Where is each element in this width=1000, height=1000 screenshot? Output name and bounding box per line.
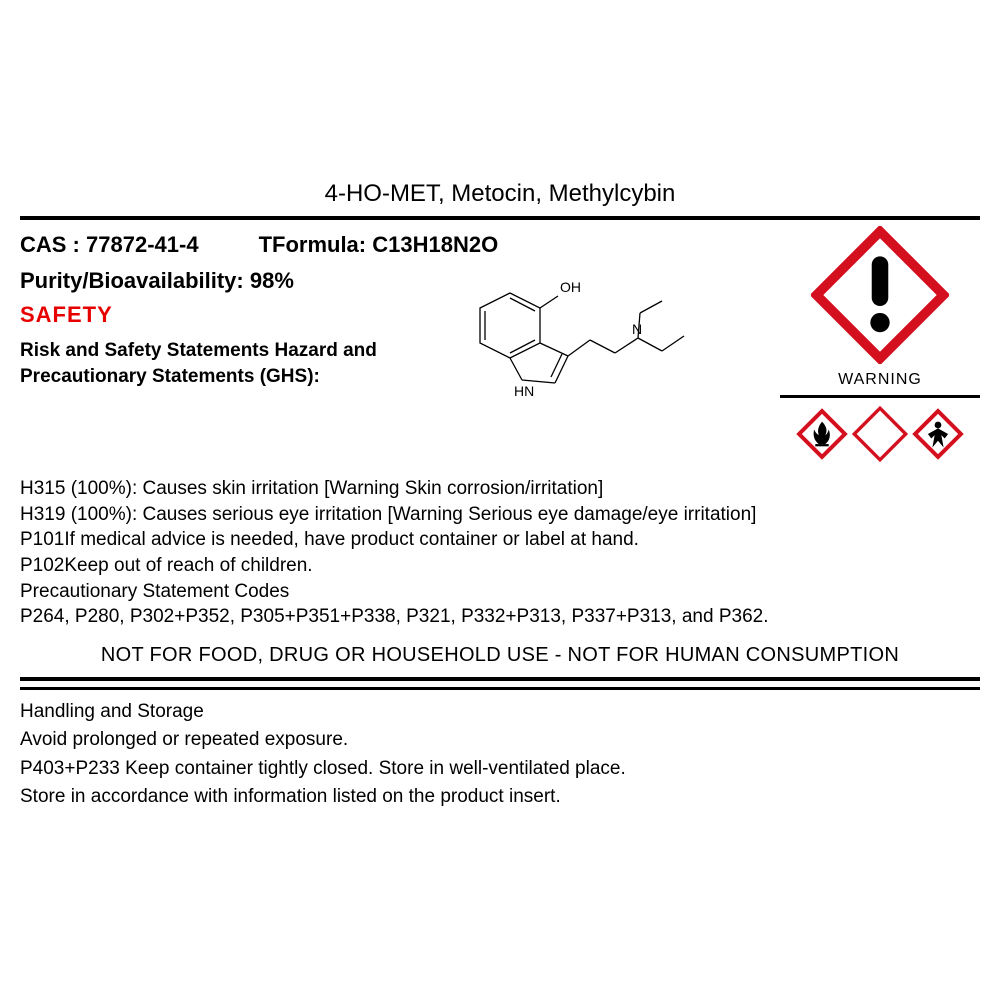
divider-right: [780, 395, 980, 398]
small-ghs-row: [780, 406, 980, 462]
ghs-health-hazard-icon: [910, 406, 966, 462]
formula-label: TFormula:: [259, 232, 367, 257]
hazard-statements: H315 (100%): Causes skin irritation [War…: [20, 476, 980, 630]
ghs-flame-icon: [794, 406, 850, 462]
divider-top: [20, 216, 980, 220]
cas-block: CAS : 77872-41-4: [20, 232, 199, 258]
handling-line: P403+P233 Keep container tightly closed.…: [20, 755, 980, 784]
handling-section: Handling and Storage Avoid prolonged or …: [20, 698, 980, 812]
divider-mid: [20, 677, 980, 681]
cas-value: 77872-41-4: [86, 232, 199, 257]
formula-block: TFormula: C13H18N2O: [259, 232, 499, 258]
handling-line: Avoid prolonged or repeated exposure.: [20, 726, 980, 755]
statement-line: P101If medical advice is needed, have pr…: [20, 527, 980, 553]
statement-line: P102Keep out of reach of children.: [20, 553, 980, 579]
right-column: WARNING: [780, 226, 980, 462]
ghs-exclamation-icon: [811, 226, 949, 364]
handling-line: Store in accordance with information lis…: [20, 783, 980, 812]
svg-text:HN: HN: [514, 383, 534, 399]
left-column: CAS : 77872-41-4 TFormula: C13H18N2O Pur…: [20, 226, 770, 462]
top-info-row: CAS : 77872-41-4 TFormula: C13H18N2O: [20, 232, 770, 258]
risk-heading: Risk and Safety Statements Hazard and Pr…: [20, 338, 450, 389]
purity-label: Purity/Bioavailability:: [20, 268, 244, 293]
ghs-blank-icon: [852, 406, 908, 462]
cas-label: CAS :: [20, 232, 80, 257]
svg-text:OH: OH: [560, 279, 581, 295]
molecule-structure-icon: OH HN N: [440, 268, 700, 418]
purity-value: 98%: [250, 268, 294, 293]
formula-value: C13H18N2O: [372, 232, 498, 257]
statement-line: Precautionary Statement Codes: [20, 579, 980, 605]
compound-title: 4-HO-MET, Metocin, Methylcybin: [20, 180, 980, 208]
statement-line: H315 (100%): Causes skin irritation [War…: [20, 476, 980, 502]
divider-mid-thin: [20, 687, 980, 690]
warning-label: WARNING: [780, 371, 980, 389]
statement-line: P264, P280, P302+P352, P305+P351+P338, P…: [20, 604, 980, 630]
statement-line: H319 (100%): Causes serious eye irritati…: [20, 502, 980, 528]
main-row: CAS : 77872-41-4 TFormula: C13H18N2O Pur…: [20, 226, 980, 462]
handling-line: Handling and Storage: [20, 698, 980, 727]
svg-text:N: N: [632, 321, 642, 337]
disclaimer-text: NOT FOR FOOD, DRUG OR HOUSEHOLD USE - NO…: [20, 644, 980, 667]
